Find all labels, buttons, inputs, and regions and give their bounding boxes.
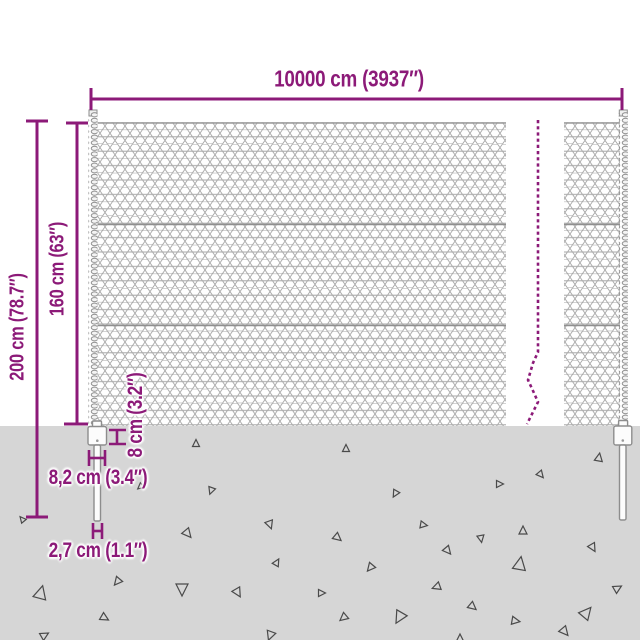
dim-fence-height — [64, 121, 88, 426]
triangle-mark — [19, 515, 28, 525]
mesh-right — [564, 122, 620, 426]
triangle-mark — [180, 526, 192, 539]
fence-mesh-panel-left — [97, 122, 506, 426]
triangle-mark — [31, 584, 47, 601]
triangle-mark — [557, 624, 569, 637]
triangle-mark — [466, 600, 478, 611]
triangle-mark — [392, 488, 401, 499]
post-anchor-right — [613, 419, 633, 521]
triangle-mark — [266, 629, 277, 640]
anchor-spike — [93, 444, 102, 522]
dim-total-height — [26, 119, 48, 519]
triangle-mark — [331, 531, 343, 542]
mesh-left — [97, 122, 506, 426]
triangle-mark — [441, 544, 452, 556]
ground — [0, 426, 640, 640]
triangle-mark — [518, 524, 528, 535]
anchor-height-label: 8 cm (3.2″) — [124, 372, 147, 458]
triangle-mark — [593, 451, 604, 463]
anchor-plate — [87, 425, 108, 446]
triangle-mark — [136, 481, 146, 490]
triangle-mark — [366, 561, 377, 573]
fence-height-label: 160 cm (63″) — [46, 221, 69, 317]
triangle-mark — [191, 438, 201, 448]
anchor-bolt — [96, 439, 99, 443]
post-anchor-left — [87, 420, 108, 522]
anchor-spike — [618, 444, 627, 521]
total-height-label: 200 cm (78.7″) — [6, 273, 29, 381]
dim-total-width — [89, 88, 624, 110]
triangle-mark — [511, 555, 527, 572]
anchor-plate — [613, 425, 633, 446]
post-knuckles — [618, 112, 628, 427]
anchor-width-label: 8,2 cm (3.4″) — [48, 466, 148, 489]
triangle-mark — [534, 468, 545, 479]
fence-mesh-panel-right — [564, 122, 620, 426]
triangle-mark — [338, 611, 350, 622]
triangle-mark — [317, 588, 327, 598]
triangle-mark — [271, 557, 280, 568]
triangle-mark — [263, 518, 274, 531]
triangle-mark — [577, 606, 592, 622]
triangle-mark — [98, 611, 110, 621]
triangle-mark — [495, 479, 505, 489]
triangle-mark — [419, 519, 429, 529]
dim-spike-width — [91, 523, 104, 539]
spike-width-label: 2,7 cm (1.1″) — [48, 539, 148, 562]
triangle-mark — [113, 575, 124, 587]
triangle-mark — [230, 585, 241, 599]
triangle-mark — [586, 541, 596, 553]
anchor-bolt — [621, 439, 625, 442]
triangle-mark — [341, 443, 351, 453]
dim-anchor-height — [109, 428, 126, 446]
total-width-label: 10000 cm (3937″) — [274, 65, 424, 92]
triangle-mark — [208, 485, 217, 496]
triangle-mark — [38, 632, 50, 640]
fence-post-left — [88, 109, 98, 427]
post-knuckles — [88, 112, 98, 427]
dim-anchor-width — [87, 450, 107, 466]
triangle-mark — [430, 580, 443, 591]
triangle-mark — [395, 608, 409, 625]
triangle-mark — [175, 583, 189, 598]
triangle-mark — [456, 632, 464, 640]
ground-debris — [19, 438, 623, 640]
fence-post-right — [618, 109, 628, 427]
triangle-mark — [475, 534, 485, 544]
triangle-mark — [510, 615, 522, 626]
length-break-dashed-line — [525, 120, 540, 425]
triangle-mark — [611, 585, 623, 595]
